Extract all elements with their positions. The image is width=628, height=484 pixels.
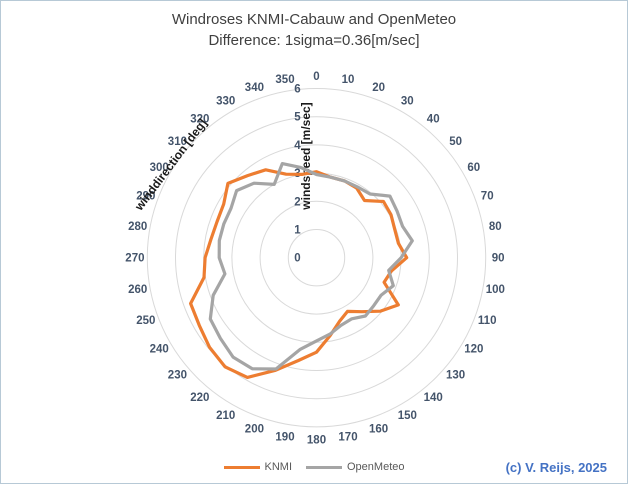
openmeteo-series-line xyxy=(208,162,414,371)
angular-tick-label: 300 xyxy=(150,162,169,174)
angular-tick-label: 310 xyxy=(168,136,187,148)
credit-text: (c) V. Reijs, 2025 xyxy=(505,460,607,475)
polar-grid-ring xyxy=(231,172,402,343)
knmi-legend-label: KNMI xyxy=(264,461,293,473)
angular-tick-label: 110 xyxy=(478,315,497,327)
angular-tick-label: 20 xyxy=(372,82,385,94)
radial-tick-label: 2 xyxy=(294,196,300,208)
angular-tick-label: 210 xyxy=(216,410,235,422)
angular-tick-label: 240 xyxy=(150,344,169,356)
angular-tick-label: 160 xyxy=(369,423,388,435)
radial-axis-title: windspeed [m/sec] xyxy=(299,102,313,210)
polar-grid-ring xyxy=(175,116,458,400)
angular-tick-label: 180 xyxy=(307,434,326,446)
radial-tick-label: 5 xyxy=(294,112,301,124)
angular-axis-title: winddirection [deg] xyxy=(131,116,209,214)
angular-tick-label: 230 xyxy=(168,369,187,381)
angular-tick-label: 150 xyxy=(398,410,417,422)
angular-tick-label: 130 xyxy=(446,369,465,381)
angular-tick-label: 330 xyxy=(216,95,235,107)
angular-tick-label: 170 xyxy=(338,432,357,444)
legend-item-openmeteo[interactable]: OpenMeteo xyxy=(306,461,404,473)
chart-subtitle: Difference: 1sigma=0.36[m/sec] xyxy=(208,32,420,49)
chart-title-block: Windroses KNMI-Cabauw and OpenMeteo Diff… xyxy=(1,9,627,51)
angular-tick-label: 60 xyxy=(467,162,480,174)
angular-tick-label: 90 xyxy=(492,253,505,265)
angular-tick-label: 340 xyxy=(245,82,264,94)
chart-title: Windroses KNMI-Cabauw and OpenMeteo xyxy=(171,11,457,28)
angular-tick-label: 80 xyxy=(489,221,502,233)
angular-tick-label: 100 xyxy=(486,284,505,296)
angular-tick-label: 350 xyxy=(275,74,294,86)
knmi-series-line xyxy=(189,168,409,379)
angular-tick-label: 0 xyxy=(313,71,319,83)
radial-tick-label: 6 xyxy=(294,84,300,96)
angular-tick-label: 40 xyxy=(427,114,440,126)
angular-tick-label: 30 xyxy=(401,95,414,107)
legend: KNMI OpenMeteo xyxy=(1,461,627,473)
openmeteo-legend-label: OpenMeteo xyxy=(347,461,405,473)
angular-tick-label: 140 xyxy=(424,392,443,404)
polar-grid-ring xyxy=(287,229,346,287)
angular-tick-label: 70 xyxy=(481,191,494,203)
angular-tick-label: 320 xyxy=(190,114,209,126)
legend-item-knmi[interactable]: KNMI xyxy=(223,461,293,473)
angular-tick-label: 200 xyxy=(245,423,264,435)
radial-tick-label: 0 xyxy=(294,253,300,265)
angular-tick-label: 190 xyxy=(275,432,294,444)
polar-grid-ring xyxy=(259,200,374,315)
angular-tick-label: 50 xyxy=(449,136,462,148)
angular-tick-label: 120 xyxy=(464,344,483,356)
radial-tick-label: 1 xyxy=(294,225,301,237)
angular-tick-label: 220 xyxy=(190,392,209,404)
knmi-line-swatch xyxy=(223,465,260,469)
angular-tick-label: 250 xyxy=(136,315,155,327)
radial-tick-label: 4 xyxy=(294,140,301,152)
polar-grid-ring xyxy=(146,88,487,428)
angular-tick-label: 260 xyxy=(128,284,147,296)
angular-tick-label: 280 xyxy=(128,221,147,233)
openmeteo-line-swatch xyxy=(306,465,342,469)
angular-tick-label: 270 xyxy=(125,253,144,265)
angular-tick-label: 290 xyxy=(136,191,155,203)
angular-tick-label: 10 xyxy=(342,74,355,86)
